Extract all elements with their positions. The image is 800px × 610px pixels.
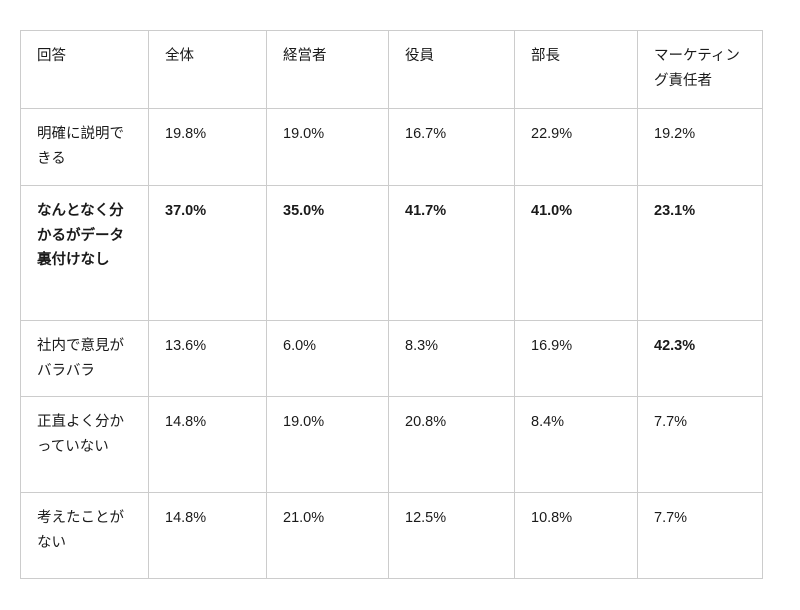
value-cell: 35.0% — [266, 185, 389, 321]
value-cell: 41.0% — [514, 185, 638, 321]
value-cell: 41.7% — [388, 185, 515, 321]
column-header: 回答 — [20, 30, 149, 109]
value-cell: 14.8% — [148, 492, 267, 580]
column-header: 役員 — [388, 30, 515, 109]
value-cell: 20.8% — [388, 396, 515, 494]
value-cell: 19.0% — [266, 108, 389, 186]
value-cell: 19.2% — [637, 108, 763, 186]
value-cell: 19.8% — [148, 108, 267, 186]
table-row: 明確に説明できる 19.8% 19.0% 16.7% 22.9% 19.2% — [20, 108, 763, 186]
table-row: 正直よく分かっていない 14.8% 19.0% 20.8% 8.4% 7.7% — [20, 396, 763, 494]
column-header: 全体 — [148, 30, 267, 109]
row-label-cell: 考えたことがない — [20, 492, 149, 580]
row-label-cell: 明確に説明できる — [20, 108, 149, 186]
value-cell: 14.8% — [148, 396, 267, 494]
table-row: なんとなく分かるがデータ裏付けなし 37.0% 35.0% 41.7% 41.0% 23.… — [20, 185, 763, 321]
survey-table-container: 回答 全体 経営者 役員 部長 マーケティング責任者 明確に説明できる 19.8% 19.0%… — [20, 30, 763, 580]
table-row: 考えたことがない 14.8% 21.0% 12.5% 10.8% 7.7% — [20, 492, 763, 580]
survey-table: 回答 全体 経営者 役員 部長 マーケティング責任者 明確に説明できる 19.8% 19.0%… — [20, 30, 763, 580]
row-label-cell: 社内で意見がバラバラ — [20, 319, 149, 398]
value-cell: 8.4% — [514, 396, 638, 494]
value-cell: 12.5% — [388, 492, 515, 580]
row-label-cell: 正直よく分かっていない — [20, 396, 149, 494]
row-label-cell: なんとなく分かるがデータ裏付けなし — [20, 185, 149, 321]
value-cell: 10.8% — [514, 492, 638, 580]
value-cell: 16.9% — [514, 319, 638, 398]
value-cell: 13.6% — [148, 319, 267, 398]
header-row: 回答 全体 経営者 役員 部長 マーケティング責任者 — [20, 30, 763, 109]
value-cell: 37.0% — [148, 185, 267, 321]
table-row: 社内で意見がバラバラ 13.6% 6.0% 8.3% 16.9% 42.3% — [20, 319, 763, 398]
value-cell: 42.3% — [637, 319, 763, 398]
value-cell: 23.1% — [637, 185, 763, 321]
value-cell: 16.7% — [388, 108, 515, 186]
value-cell: 21.0% — [266, 492, 389, 580]
value-cell: 7.7% — [637, 492, 763, 580]
column-header: 部長 — [514, 30, 638, 109]
value-cell: 22.9% — [514, 108, 638, 186]
column-header: マーケティング責任者 — [637, 30, 763, 109]
value-cell: 8.3% — [388, 319, 515, 398]
column-header: 経営者 — [266, 30, 389, 109]
value-cell: 19.0% — [266, 396, 389, 494]
table-body: 明確に説明できる 19.8% 19.0% 16.7% 22.9% 19.2% なんとなく分か… — [20, 108, 763, 580]
value-cell: 7.7% — [637, 396, 763, 494]
value-cell: 6.0% — [266, 319, 389, 398]
